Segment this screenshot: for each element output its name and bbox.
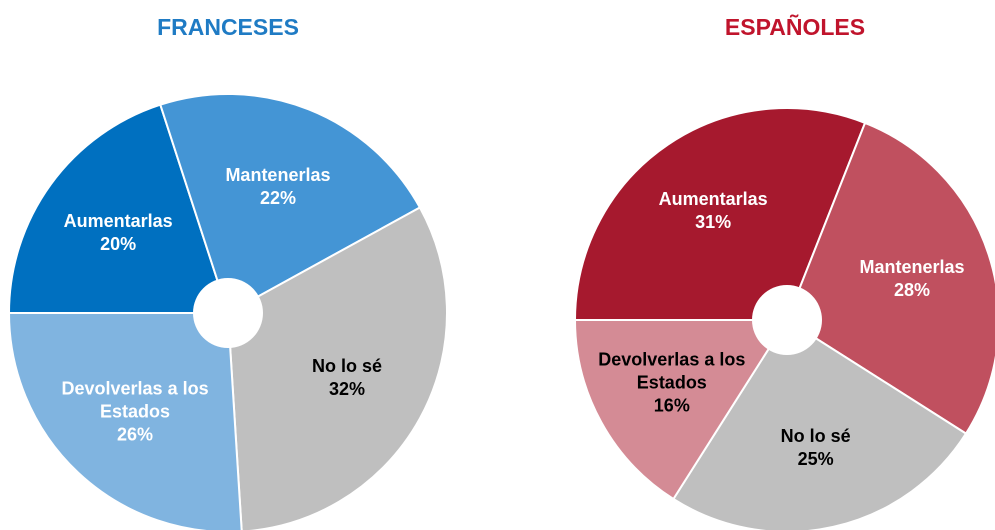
slice-label: Devolverlas a los Estados 26% xyxy=(60,377,210,446)
pie-slice xyxy=(785,121,995,435)
slice-label: Aumentarlas 20% xyxy=(43,210,193,256)
category-label: Mantenerlas xyxy=(859,257,965,278)
value-label: 16% xyxy=(653,395,690,416)
chart-title: FRANCESES xyxy=(157,14,299,40)
slice-label: No lo sé 32% xyxy=(272,355,422,401)
pie-slice xyxy=(159,93,422,315)
pie-hole xyxy=(752,285,822,355)
pie-slice xyxy=(573,107,867,321)
value-label: 31% xyxy=(695,212,732,233)
chart-title: ESPAÑOLES xyxy=(724,14,866,40)
category-label: Aumentarlas xyxy=(63,211,173,232)
pie-slice xyxy=(672,318,968,530)
value-label: 22% xyxy=(259,187,296,208)
category-label: Aumentarlas xyxy=(658,189,768,210)
pie-slice xyxy=(573,319,789,501)
category-label: No lo sé xyxy=(311,356,382,377)
category-label: Devolverlas a los Estados xyxy=(61,378,209,422)
value-label: 25% xyxy=(797,449,834,470)
value-label: 32% xyxy=(328,379,365,400)
slice-label: Devolverlas a los Estados 16% xyxy=(597,349,747,418)
pie-slice xyxy=(226,206,448,530)
category-label: Devolverlas a los Estados xyxy=(598,349,746,393)
slice-label: Mantenerlas 22% xyxy=(203,164,353,210)
slice-label: No lo sé 25% xyxy=(741,425,891,471)
pie-slice xyxy=(7,103,230,314)
slice-label: Aumentarlas 31% xyxy=(638,188,788,234)
value-label: 20% xyxy=(100,234,137,255)
category-label: No lo sé xyxy=(780,426,851,447)
value-label: 28% xyxy=(893,280,931,301)
slice-label: Mantenerlas 28% xyxy=(837,256,987,302)
value-label: 26% xyxy=(117,424,154,445)
category-label: Mantenerlas xyxy=(225,164,331,185)
pie-hole xyxy=(193,278,263,348)
